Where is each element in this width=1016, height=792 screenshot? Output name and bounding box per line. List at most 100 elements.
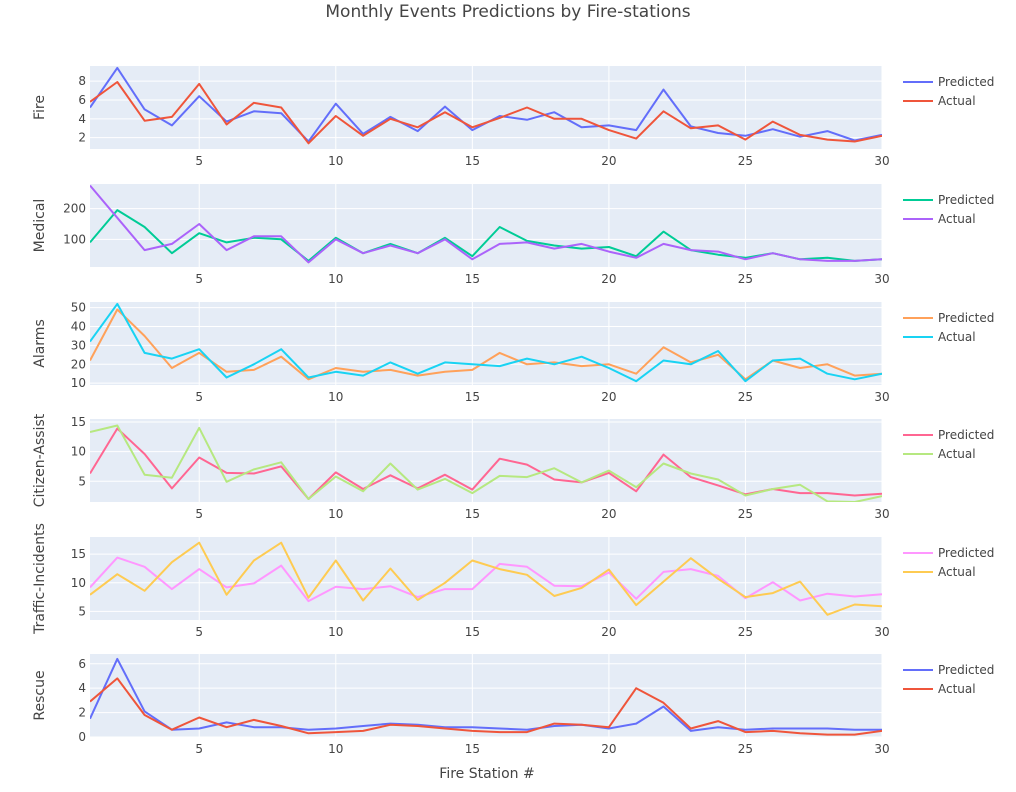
x-tick-label: 30 <box>874 272 889 286</box>
y-tick-label: 6 <box>78 657 86 671</box>
x-tick-label: 30 <box>874 390 889 404</box>
y-tick-label: 40 <box>71 320 86 334</box>
subplot-alarms: 5 10 15 20 25 30 10 20 30 40 50 Alarms Predicted Actu… <box>32 301 994 404</box>
legend-label: Actual <box>938 94 976 108</box>
y-tick-label: 10 <box>71 445 86 459</box>
y-tick-label: 8 <box>78 74 86 88</box>
x-tick-label: 10 <box>328 154 343 168</box>
x-tick-label: 25 <box>738 625 753 639</box>
x-tick-label: 15 <box>465 154 480 168</box>
x-tick-label: 25 <box>738 272 753 286</box>
x-tick-label: 20 <box>601 272 616 286</box>
x-tick-label: 15 <box>465 507 480 521</box>
x-tick-label: 15 <box>465 742 480 756</box>
x-tick-label: 25 <box>738 390 753 404</box>
series-line-predicted <box>90 209 882 262</box>
y-tick-label: 2 <box>78 706 86 720</box>
x-tick-label: 25 <box>738 154 753 168</box>
subplot-fire: 5 10 15 20 25 30 2 4 6 8 Fire Predicted Actual <box>32 66 994 168</box>
legend-label: Predicted <box>938 428 994 442</box>
legend-item-predicted: Predicted <box>903 311 994 325</box>
x-tick-label: 15 <box>465 390 480 404</box>
legend-item-predicted: Predicted <box>903 75 994 89</box>
x-tick-label: 5 <box>195 625 203 639</box>
legend-label: Predicted <box>938 193 994 207</box>
plot-background <box>90 654 882 737</box>
legend-item-actual: Actual <box>903 565 976 579</box>
legend-item-actual: Actual <box>903 447 976 461</box>
x-tick-label: 10 <box>328 625 343 639</box>
x-tick-label: 5 <box>195 272 203 286</box>
plot-background <box>90 302 882 385</box>
y-tick-label: 15 <box>71 547 86 561</box>
x-tick-label: 25 <box>738 507 753 521</box>
y-tick-label: 20 <box>71 357 86 371</box>
x-tick-label: 10 <box>328 742 343 756</box>
x-tick-label: 30 <box>874 154 889 168</box>
y-tick-label: 50 <box>71 301 86 315</box>
series-line-actual <box>90 81 882 145</box>
x-tick-label: 20 <box>601 154 616 168</box>
y-tick-label: 200 <box>63 202 86 216</box>
x-tick-label: 25 <box>738 742 753 756</box>
x-tick-label: 30 <box>874 507 889 521</box>
x-tick-label: 5 <box>195 154 203 168</box>
x-tick-label: 30 <box>874 625 889 639</box>
legend-label: Actual <box>938 682 976 696</box>
y-tick-label: 10 <box>71 576 86 590</box>
legend-label: Predicted <box>938 663 994 677</box>
legend-label: Actual <box>938 212 976 226</box>
x-tick-label: 10 <box>328 507 343 521</box>
y-tick-label: 30 <box>71 338 86 352</box>
subplot-rescue: 5 10 15 20 25 30 0 2 4 6 Rescue Predicted Actual <box>32 654 994 756</box>
y-tick-label: 2 <box>78 131 86 145</box>
y-tick-label: 5 <box>78 474 86 488</box>
x-axis-label: Fire Station # <box>439 766 534 782</box>
legend-label: Actual <box>938 565 976 579</box>
x-tick-label: 5 <box>195 390 203 404</box>
x-tick-label: 10 <box>328 272 343 286</box>
series-line-predicted <box>90 657 882 732</box>
y-tick-label: 6 <box>78 93 86 107</box>
legend-label: Predicted <box>938 311 994 325</box>
plot-background <box>90 419 882 502</box>
legend-item-actual: Actual <box>903 212 976 226</box>
y-tick-label: 5 <box>78 604 86 618</box>
series-line-predicted <box>90 308 882 381</box>
series-line-actual <box>90 184 882 264</box>
plot-background <box>90 184 882 267</box>
legend-item-predicted: Predicted <box>903 663 994 677</box>
x-tick-label: 15 <box>465 625 480 639</box>
legend-label: Predicted <box>938 75 994 89</box>
series-line-actual <box>90 541 882 616</box>
legend-label: Predicted <box>938 546 994 560</box>
x-tick-label: 20 <box>601 390 616 404</box>
subplot-citizen-assist: 5 10 15 20 25 30 5 10 15 Citizen-Assist Predicted A… <box>32 413 994 521</box>
x-tick-label: 5 <box>195 507 203 521</box>
chart-title: Monthly Events Predictions by Fire-stati… <box>325 2 690 22</box>
legend-label: Actual <box>938 330 976 344</box>
y-axis-label: Citizen-Assist <box>32 413 48 507</box>
legend-item-predicted: Predicted <box>903 546 994 560</box>
x-tick-label: 15 <box>465 272 480 286</box>
y-tick-label: 100 <box>63 232 86 246</box>
legend-item-predicted: Predicted <box>903 428 994 442</box>
x-tick-label: 30 <box>874 742 889 756</box>
x-tick-label: 20 <box>601 742 616 756</box>
x-tick-label: 20 <box>601 507 616 521</box>
y-tick-label: 4 <box>78 112 86 126</box>
legend-label: Actual <box>938 447 976 461</box>
y-axis-label: Alarms <box>32 319 48 368</box>
x-tick-label: 20 <box>601 625 616 639</box>
y-axis-label: Medical <box>32 199 48 253</box>
subplot-medical: 5 10 15 20 25 30 100 200 Medical Predicted Actual <box>32 184 994 286</box>
y-tick-label: 15 <box>71 415 86 429</box>
y-axis-label: Traffic-Incidents <box>32 523 48 635</box>
y-tick-label: 4 <box>78 681 86 695</box>
y-axis-label: Fire <box>32 95 48 120</box>
subplot-traffic-incidents: 5 10 15 20 25 30 5 10 15 Traffic-Incidents Predict… <box>32 523 994 639</box>
legend-item-actual: Actual <box>903 330 976 344</box>
y-axis-label: Rescue <box>32 670 48 720</box>
series-line-actual <box>90 302 882 383</box>
